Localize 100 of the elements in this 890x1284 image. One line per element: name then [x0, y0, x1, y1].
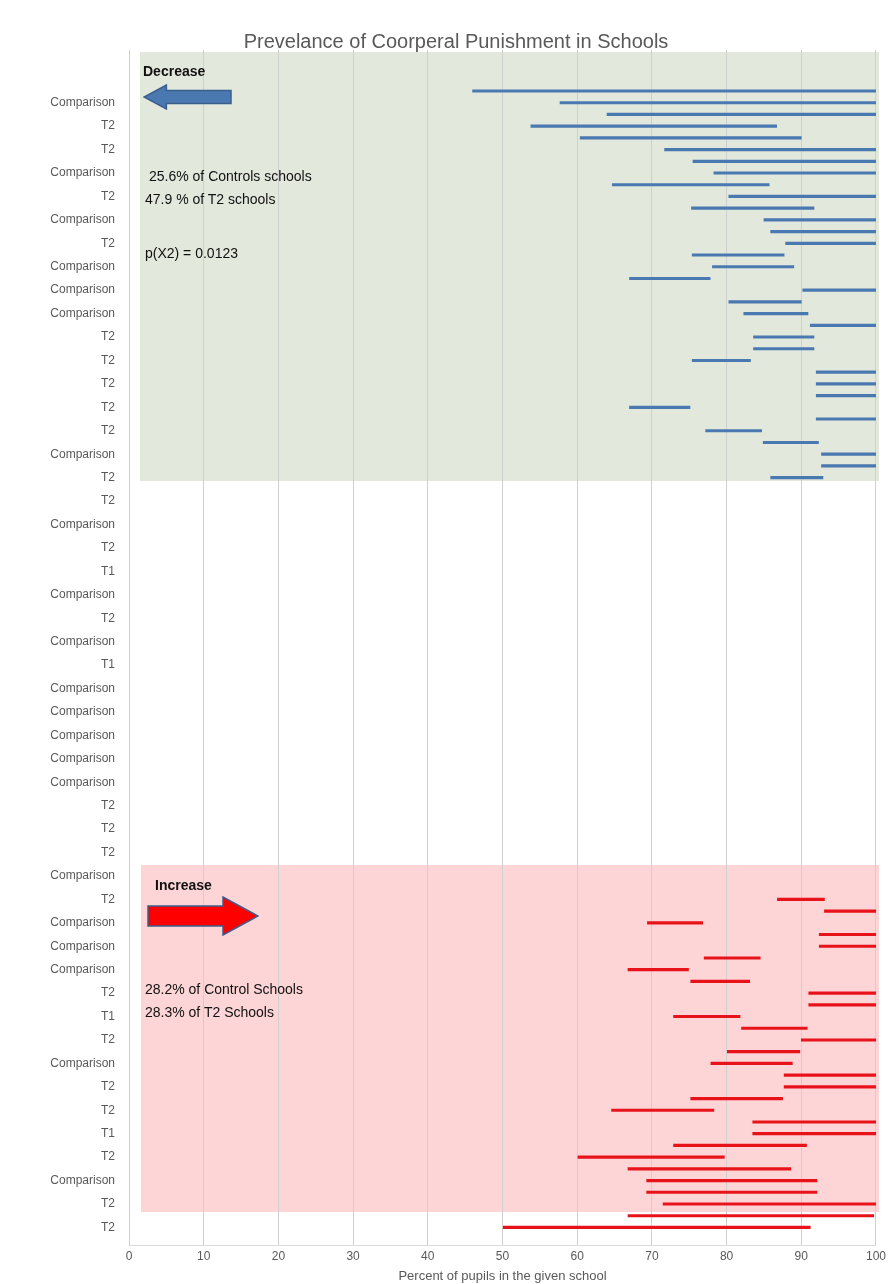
y-tick-label: T2	[100, 891, 116, 906]
y-tick-label: Comparison	[50, 282, 115, 297]
y-tick-label: T2	[100, 376, 116, 391]
bar	[673, 1143, 807, 1147]
bar	[800, 1038, 876, 1042]
bar	[770, 230, 876, 234]
x-tick-label: 80	[719, 1248, 734, 1263]
bar	[762, 440, 819, 445]
bar	[710, 1061, 793, 1065]
y-tick-label: T2	[100, 188, 116, 203]
bar	[818, 944, 876, 948]
y-tick-label: T2	[100, 1102, 116, 1117]
y-tick-label: T2	[100, 844, 116, 859]
annotation: 25.6% of Controls schools	[149, 168, 312, 184]
x-axis-title: Percent of pupils in the given school	[398, 1267, 607, 1283]
y-tick-label: T2	[100, 352, 116, 367]
y-tick-label: T2	[100, 493, 116, 508]
bar	[629, 405, 691, 409]
bar	[577, 1155, 725, 1159]
bar	[559, 101, 876, 105]
bar	[673, 1014, 741, 1019]
y-tick-label: T2	[100, 540, 116, 555]
y-tick-label: Comparison	[50, 704, 115, 719]
y-tick-label: T2	[100, 610, 116, 625]
y-tick-label: T2	[100, 329, 116, 344]
y-tick-label: T2	[100, 821, 116, 836]
bar	[629, 276, 711, 281]
bar	[690, 979, 751, 983]
bar	[530, 124, 777, 128]
bar	[752, 1120, 876, 1124]
bar	[821, 464, 876, 468]
bar	[763, 218, 876, 222]
bar	[691, 206, 815, 210]
y-tick-label: Comparison	[50, 751, 115, 766]
bar	[741, 1026, 808, 1030]
x-tick-label: 0	[125, 1248, 133, 1263]
bar	[821, 452, 876, 456]
y-tick-label: Comparison	[50, 587, 115, 602]
bar	[606, 112, 876, 117]
y-tick-label: T2	[100, 141, 116, 156]
bar	[712, 265, 795, 269]
bar	[647, 921, 704, 925]
y-tick-label: T2	[100, 235, 116, 250]
y-tick-label: T2	[100, 469, 116, 484]
y-tick-label: T2	[100, 1149, 116, 1164]
bar	[808, 1003, 876, 1007]
bar	[611, 1108, 715, 1112]
x-tick-label: 10	[197, 1248, 211, 1263]
y-tick-label: T2	[100, 1196, 116, 1211]
bar	[783, 1085, 876, 1089]
y-tick-label: T2	[100, 399, 116, 414]
bar	[691, 358, 751, 363]
y-tick-label: Comparison	[50, 961, 115, 976]
y-tick-label: Comparison	[50, 1172, 115, 1187]
y-tick-label: Comparison	[50, 915, 115, 930]
x-tick-label: 40	[421, 1248, 435, 1263]
bar	[783, 1073, 876, 1077]
y-tick-label: Comparison	[50, 516, 115, 531]
x-tick-label: 20	[271, 1248, 286, 1263]
bar	[815, 370, 876, 374]
bar	[815, 382, 876, 386]
y-tick-label: T2	[100, 797, 116, 812]
bar	[809, 323, 876, 327]
annotation: 28.2% of Control Schools	[145, 981, 303, 997]
y-tick-label: Comparison	[50, 212, 115, 227]
y-tick-label: Comparison	[50, 1055, 115, 1070]
bar	[777, 897, 825, 901]
chart-title: Prevelance of Coorperal Punishment in Schools	[242, 30, 670, 53]
x-tick-label: 70	[645, 1248, 659, 1263]
x-tick-label: 60	[570, 1248, 585, 1263]
x-tick-label: 100	[865, 1248, 887, 1263]
annotation: 28.3% of T2 Schools	[145, 1004, 274, 1020]
y-tick-label: Comparison	[50, 95, 115, 110]
bar	[753, 335, 815, 339]
y-tick-label: Comparison	[50, 633, 115, 648]
y-tick-label: T1	[100, 657, 116, 672]
bar	[627, 1167, 792, 1171]
bar	[728, 194, 876, 199]
bar	[818, 932, 876, 937]
bar	[785, 241, 876, 245]
annotation: 47.9 % of T2 schools	[145, 191, 276, 207]
x-tick-label: 30	[346, 1248, 361, 1263]
y-tick-label: T2	[100, 985, 116, 1000]
bar	[770, 476, 824, 480]
annotation: Increase	[155, 877, 212, 893]
y-tick-label: T2	[100, 118, 116, 133]
bar	[646, 1190, 818, 1194]
bar	[692, 159, 876, 163]
bar	[472, 89, 876, 93]
y-tick-label: T2	[100, 1079, 116, 1094]
y-tick-label: Comparison	[50, 938, 115, 953]
y-tick-label: Comparison	[50, 774, 115, 789]
bar	[627, 1214, 875, 1218]
y-tick-label: Comparison	[50, 259, 115, 274]
bar	[728, 300, 802, 304]
bar	[579, 136, 802, 140]
bar	[824, 909, 876, 913]
bar	[690, 1096, 783, 1101]
bar	[662, 1202, 876, 1206]
x-tick-label: 50	[495, 1248, 510, 1263]
